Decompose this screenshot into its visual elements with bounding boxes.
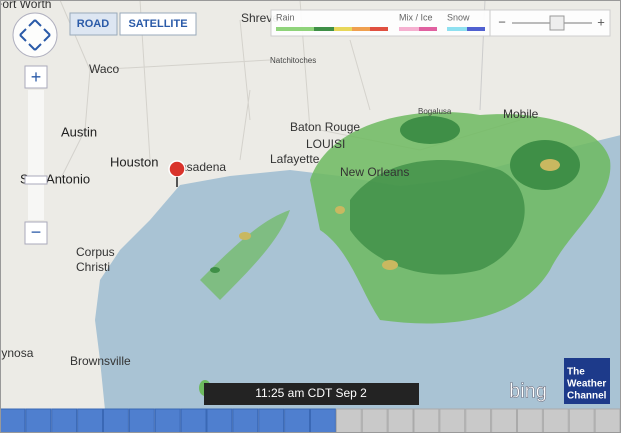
navigation[interactable]: + − — [12, 12, 58, 245]
slider-plus[interactable]: + — [597, 14, 605, 29]
timeline-frame[interactable] — [51, 408, 78, 433]
timeline-frame[interactable] — [361, 408, 388, 433]
zoom-handle[interactable] — [24, 175, 48, 185]
timeline-frame[interactable] — [0, 408, 26, 433]
timeline-frame[interactable] — [103, 408, 129, 433]
zoom-in[interactable] — [24, 65, 48, 89]
legend-label: Mix / Ice — [399, 12, 433, 22]
timestamp: 11:25 am CDT Sep 2 — [255, 386, 367, 400]
timeline-frame[interactable] — [517, 408, 543, 433]
timeline-frame[interactable] — [180, 408, 207, 433]
city-label: Christi — [76, 260, 110, 274]
city-label: Mobile — [503, 107, 539, 121]
twc-text: Weather — [567, 379, 606, 390]
twc-text: Channel — [567, 391, 607, 402]
timeline-frame[interactable] — [594, 408, 621, 433]
twc-text: The — [567, 367, 585, 378]
zoom-out-label: − — [31, 222, 42, 242]
timeline-frame[interactable] — [335, 408, 362, 433]
timestamp-box — [204, 383, 419, 405]
city-label: Fort Worth — [0, 0, 51, 11]
pin[interactable] — [168, 160, 186, 187]
satellite-label: SATELLITE — [128, 18, 187, 30]
zoom-out[interactable] — [24, 221, 48, 245]
city-label: Lafayette — [270, 152, 320, 166]
city-label: Pasadena — [172, 160, 226, 174]
region-label: LOUISI — [306, 137, 345, 151]
city-label: Waco — [89, 62, 120, 76]
city-label: Austin — [61, 124, 97, 139]
timeline-frame[interactable] — [310, 408, 336, 433]
road-label: ROAD — [77, 18, 109, 30]
timeline-frame[interactable] — [206, 408, 233, 433]
city-label: Corpus — [76, 245, 115, 259]
timeline-frame[interactable] — [154, 408, 181, 433]
timeline-frame[interactable] — [128, 408, 155, 433]
timeline-frame[interactable] — [387, 408, 414, 433]
timeline-frame[interactable] — [77, 408, 103, 433]
slider-minus[interactable]: − — [498, 14, 506, 29]
opacity-slider[interactable]: − + — [489, 9, 611, 37]
legend-label: Rain — [276, 12, 295, 22]
timeline-frame[interactable] — [284, 408, 310, 433]
timeline-frame[interactable] — [25, 408, 52, 433]
land — [0, 330, 70, 410]
city-label: Shreve — [241, 11, 279, 25]
timeline[interactable] — [0, 408, 621, 433]
timeline-frame[interactable] — [232, 408, 259, 433]
satellite-button[interactable] — [119, 12, 197, 36]
twc-logo — [564, 358, 610, 404]
city-label: New Orleans — [340, 165, 409, 179]
city-label: Houston — [110, 154, 158, 169]
timeline-frame[interactable] — [258, 408, 285, 433]
radar — [199, 112, 611, 396]
road-button[interactable] — [69, 12, 118, 36]
city-label: Natchitoches — [270, 56, 316, 65]
timeline-frame[interactable] — [542, 408, 569, 433]
city-label: Reynosa — [0, 346, 34, 360]
city-label: Bogalusa — [418, 107, 452, 116]
timeline-frame[interactable] — [439, 408, 466, 433]
zoom-in-label: + — [31, 67, 42, 87]
timeline-frame[interactable] — [413, 408, 440, 433]
city-label: Brownsville — [70, 354, 131, 368]
zoom-slider[interactable] — [28, 90, 44, 220]
timeline-frame[interactable] — [465, 408, 492, 433]
timeline-frame[interactable] — [568, 408, 595, 433]
bing-logo: bing — [509, 380, 547, 402]
city-label: Baton Rouge — [290, 120, 360, 134]
legend: Rain Mix / Ice Snow — [270, 9, 491, 37]
timeline-frame[interactable] — [491, 408, 517, 433]
legend-label: Snow — [447, 12, 470, 22]
